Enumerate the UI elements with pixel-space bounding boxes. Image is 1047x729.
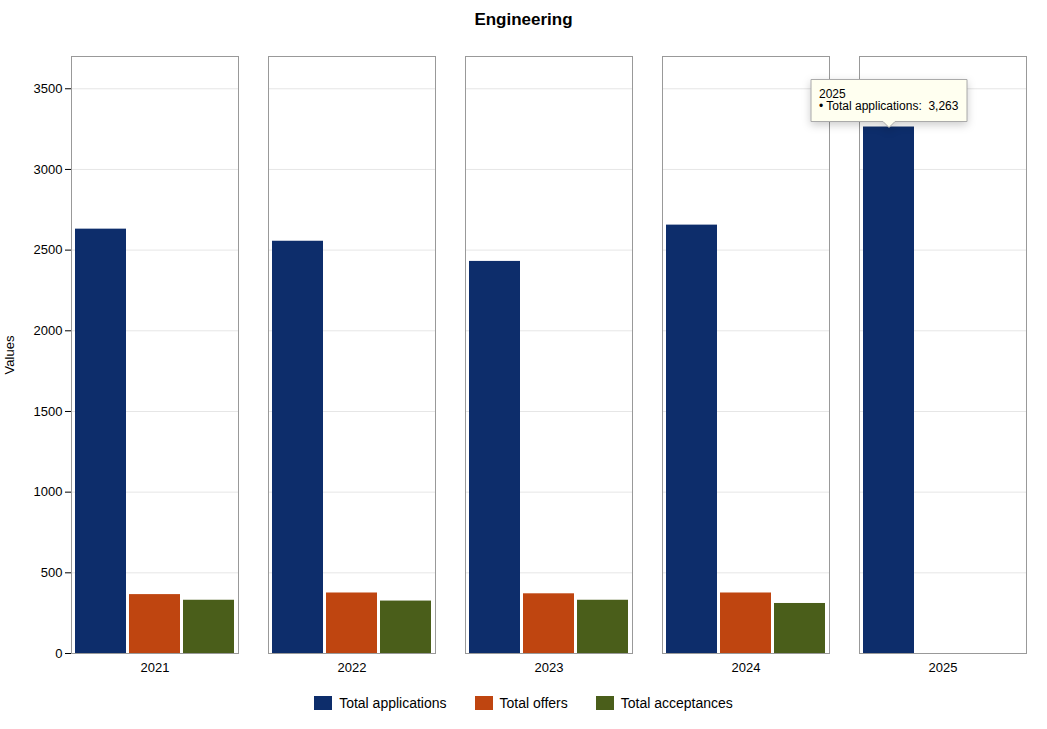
- svg-text:2021: 2021: [141, 660, 170, 675]
- svg-text:1500: 1500: [34, 404, 63, 419]
- svg-text:2022: 2022: [338, 660, 367, 675]
- svg-text:1000: 1000: [34, 484, 63, 499]
- html-text:Total applications: Total applications: [339, 695, 447, 711]
- svg-text:3000: 3000: [34, 162, 63, 177]
- svg-text:2500: 2500: [34, 242, 63, 257]
- svg-text:​2025​• Total applications: 3: ​2025​• Total applications: 3,263: [819, 87, 959, 113]
- svg-text:2024: 2024: [732, 660, 761, 675]
- html-text:Total offers: Total offers: [499, 695, 568, 711]
- html-text:Total acceptances: Total acceptances: [620, 695, 733, 711]
- svg-text:0: 0: [55, 646, 62, 661]
- svg-text:500: 500: [41, 565, 63, 580]
- svg-text:Values: Values: [2, 335, 17, 374]
- html-text:Engineering: Engineering: [474, 10, 573, 29]
- svg-text:2000: 2000: [34, 323, 63, 338]
- svg-text:2025: 2025: [929, 660, 958, 675]
- svg-text:2023: 2023: [535, 660, 564, 675]
- svg-text:3500: 3500: [34, 81, 63, 96]
